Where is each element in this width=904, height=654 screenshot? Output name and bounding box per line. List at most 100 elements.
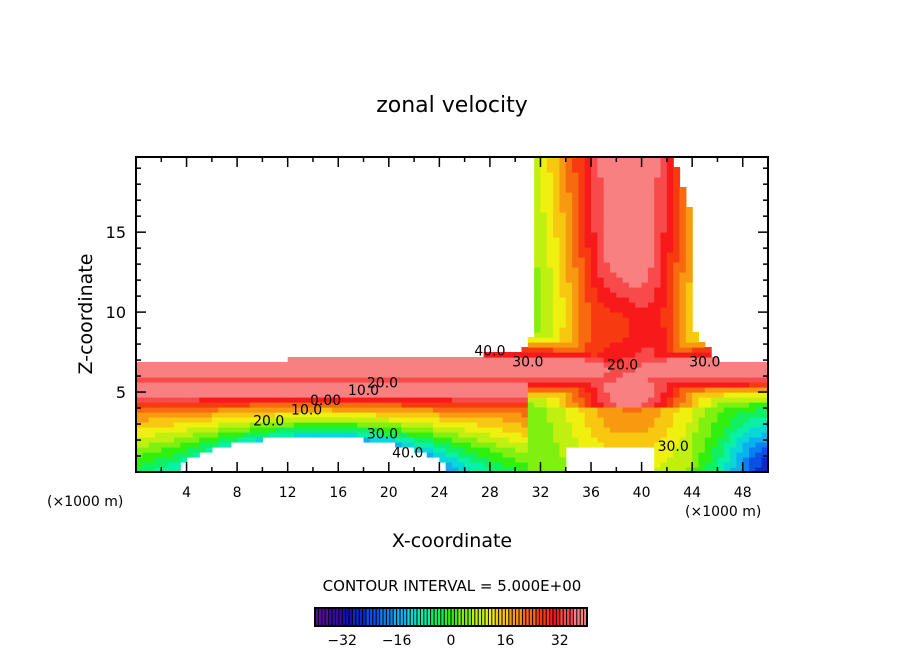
field-cell xyxy=(641,417,649,423)
field-cell xyxy=(628,427,636,433)
field-cell xyxy=(401,367,409,373)
field-cell xyxy=(610,332,617,338)
field-cell xyxy=(572,257,579,263)
field-cell xyxy=(300,392,308,398)
field-cell xyxy=(597,252,605,258)
field-cell xyxy=(262,392,270,398)
field-cell xyxy=(508,357,516,363)
field-cell xyxy=(344,402,352,408)
field-cell xyxy=(534,417,542,423)
field-cell xyxy=(635,212,643,218)
field-cell xyxy=(717,442,725,448)
field-cell xyxy=(559,407,567,413)
field-cell xyxy=(660,217,668,223)
field-cell xyxy=(742,442,750,448)
field-cell xyxy=(666,417,674,423)
field-cell xyxy=(628,352,636,358)
field-cell xyxy=(597,357,605,363)
field-cell xyxy=(237,422,245,428)
field-cell xyxy=(565,267,573,273)
field-cell xyxy=(761,457,768,463)
field-cell xyxy=(565,387,573,393)
field-cell xyxy=(641,212,649,218)
field-cell xyxy=(622,187,630,193)
field-cell xyxy=(591,172,598,178)
field-cell xyxy=(565,172,573,178)
field-cell xyxy=(628,227,636,233)
field-cell xyxy=(306,407,314,413)
field-cell xyxy=(376,382,384,388)
field-cell xyxy=(205,432,213,438)
field-cell xyxy=(344,417,352,423)
field-cell xyxy=(736,407,744,413)
field-cell xyxy=(559,432,567,438)
x-tick-label: 36 xyxy=(582,485,600,501)
field-cell xyxy=(597,347,605,353)
field-cell xyxy=(679,392,687,398)
field-cell xyxy=(641,312,649,318)
field-cell xyxy=(654,267,662,273)
field-cell xyxy=(761,422,768,428)
field-cell xyxy=(464,437,472,443)
field-cell xyxy=(363,377,371,383)
field-cell xyxy=(622,442,630,448)
field-cell xyxy=(635,257,643,263)
field-cell xyxy=(546,207,554,213)
field-cell xyxy=(565,292,573,298)
field-cell xyxy=(572,362,579,368)
colorbar-swatch xyxy=(488,608,492,626)
field-cell xyxy=(622,342,630,348)
field-cell xyxy=(597,402,605,408)
field-cell xyxy=(654,307,662,313)
field-cell xyxy=(749,372,756,378)
field-cell xyxy=(660,327,668,333)
field-cell xyxy=(477,397,485,403)
field-cell xyxy=(603,392,611,398)
field-cell xyxy=(540,252,548,258)
field-cell xyxy=(647,262,655,268)
field-cell xyxy=(218,437,226,443)
field-cell xyxy=(363,367,371,373)
field-cell xyxy=(616,312,624,318)
field-cell xyxy=(572,262,579,268)
field-cell xyxy=(679,357,687,363)
field-cell xyxy=(553,372,561,378)
field-cell xyxy=(218,377,226,383)
field-cell xyxy=(502,352,510,358)
field-cell xyxy=(572,292,579,298)
field-cell xyxy=(369,432,377,438)
field-cell xyxy=(711,382,719,388)
field-cell xyxy=(730,437,737,443)
field-cell xyxy=(534,197,542,203)
field-cell xyxy=(679,457,687,463)
field-cell xyxy=(610,302,617,308)
field-cell xyxy=(496,422,504,428)
field-cell xyxy=(647,162,655,168)
field-cell xyxy=(591,212,598,218)
field-cell xyxy=(647,247,655,253)
field-cell xyxy=(647,317,655,323)
colorbar-swatch xyxy=(396,608,400,626)
field-cell xyxy=(433,387,440,393)
field-cell xyxy=(376,392,384,398)
field-cell xyxy=(628,287,636,293)
field-cell xyxy=(565,372,573,378)
field-cell xyxy=(711,452,719,458)
field-cell xyxy=(654,262,662,268)
field-cell xyxy=(553,267,561,273)
field-cell xyxy=(527,447,535,453)
field-cell xyxy=(540,372,548,378)
field-cell xyxy=(154,427,162,433)
x-tick-label: 8 xyxy=(233,485,242,501)
field-cell xyxy=(388,382,396,388)
field-cell xyxy=(717,437,725,443)
field-cell xyxy=(673,202,681,208)
field-cell xyxy=(388,372,396,378)
field-cell xyxy=(591,402,598,408)
axis-ticks xyxy=(136,157,768,472)
field-cell xyxy=(685,352,693,358)
field-cell xyxy=(584,172,592,178)
field-cell xyxy=(717,447,725,453)
field-cell xyxy=(161,372,169,378)
field-cell xyxy=(761,442,768,448)
